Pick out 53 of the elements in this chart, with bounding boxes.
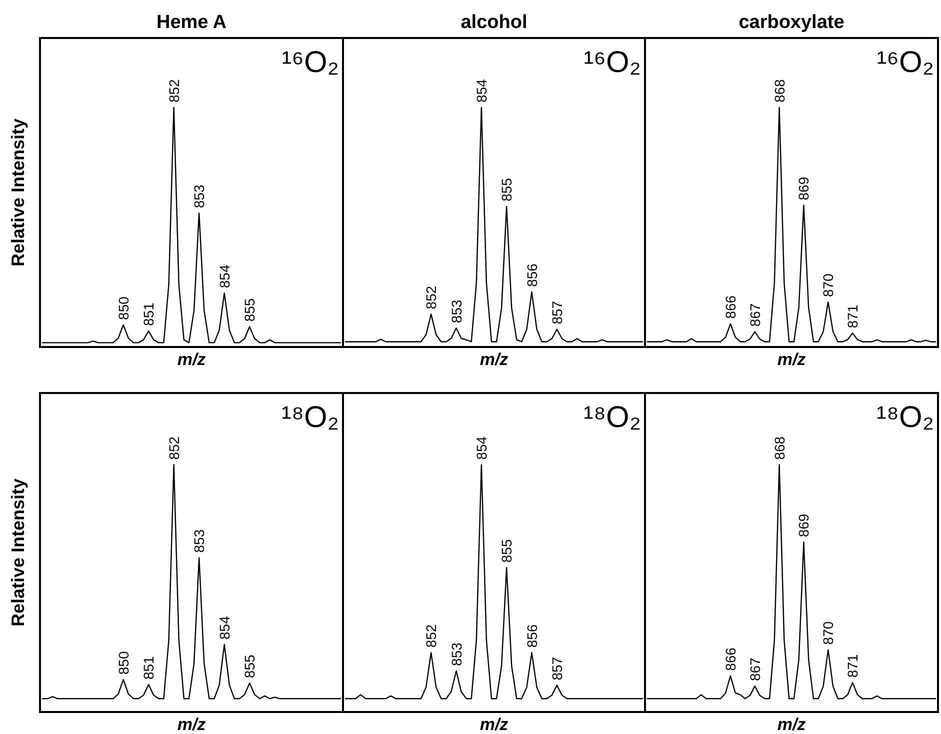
annotation: 869 — [796, 176, 812, 200]
annotation: 866 — [722, 647, 738, 671]
annotation: 867 — [746, 303, 763, 327]
annotation: 854 — [216, 264, 232, 288]
chart-title: Heme A — [156, 12, 227, 33]
annotation: 854 — [216, 616, 232, 640]
annotation: 850 — [115, 651, 132, 675]
annotation: 850 — [115, 296, 132, 320]
x-axis-title: m/z — [777, 350, 806, 369]
annotation: 853 — [448, 642, 464, 666]
annotation: 853 — [448, 300, 464, 324]
text: ¹⁶O₂ — [282, 46, 339, 79]
text: ¹⁸O₂ — [583, 401, 641, 434]
y-axis-title: Relative Intensity — [8, 478, 28, 627]
text: ¹⁶O₂ — [876, 46, 934, 79]
annotation: 866 — [722, 295, 738, 319]
x-axis-title: m/z — [177, 350, 206, 369]
annotation: 870 — [820, 621, 836, 645]
x-axis-title: m/z — [480, 715, 509, 734]
annotation: 851 — [140, 656, 157, 680]
annotation: 869 — [796, 514, 812, 538]
annotation: 856 — [524, 624, 540, 648]
annotation: 854 — [473, 78, 490, 103]
annotation: 852 — [166, 78, 182, 103]
annotation: 867 — [746, 657, 763, 682]
text: ¹⁶O₂ — [584, 46, 641, 79]
annotation: 857 — [548, 300, 565, 324]
annotation: 852 — [423, 624, 440, 648]
chart-title: carboxylate — [738, 12, 844, 33]
annotation: 852 — [423, 286, 440, 310]
x-axis-title: m/z — [480, 350, 509, 369]
annotation: 852 — [166, 436, 182, 460]
y-axis-title: Relative Intensity — [8, 118, 28, 267]
annotation: 868 — [771, 436, 788, 460]
annotation: 870 — [820, 273, 836, 297]
x-axis-title: m/z — [777, 715, 806, 734]
text: ¹⁸O₂ — [281, 401, 339, 434]
annotation: 857 — [548, 656, 565, 680]
annotation: 855 — [498, 539, 515, 563]
annotation: 854 — [473, 436, 490, 460]
annotation: 855 — [242, 654, 258, 678]
x-axis-title: m/z — [177, 715, 206, 734]
annotation: 855 — [498, 178, 515, 202]
text: ¹⁸O₂ — [876, 401, 934, 434]
annotation: 851 — [140, 302, 157, 326]
annotation: 855 — [242, 298, 258, 322]
annotation: 871 — [844, 304, 861, 328]
annotation: 853 — [191, 184, 208, 208]
annotation: 856 — [524, 263, 540, 287]
chart-title: alcohol — [460, 12, 528, 33]
annotation: 871 — [844, 654, 861, 678]
annotation: 868 — [771, 78, 788, 103]
annotation: 853 — [191, 529, 208, 553]
